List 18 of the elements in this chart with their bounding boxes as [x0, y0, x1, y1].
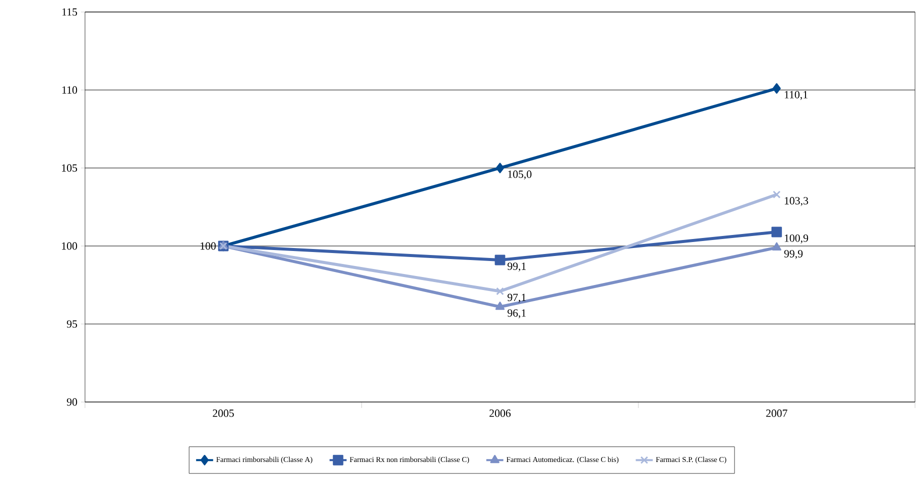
data-label: 100,9: [784, 234, 808, 244]
data-label: 97,1: [508, 294, 526, 303]
data-label: 103,3: [784, 197, 808, 206]
data-label: 99,1: [508, 262, 526, 272]
x-tick-label: 2007: [766, 410, 788, 417]
data-label: 99,9: [784, 250, 803, 260]
x-tick-label: 2006: [490, 410, 511, 417]
data-label: 100: [200, 242, 216, 250]
y-tick-label: 115: [62, 8, 78, 16]
y-tick-label: 100: [62, 242, 78, 250]
y-tick-label: 95: [66, 320, 78, 328]
data-label: 105,0: [508, 170, 532, 180]
data-label: 110,1: [784, 90, 808, 100]
data-label: 96,1: [508, 309, 526, 318]
y-tick-label: 105: [62, 164, 78, 172]
y-tick-label: 110: [62, 86, 78, 94]
x-tick-label: 2005: [212, 410, 234, 417]
y-tick-label: 90: [66, 398, 78, 406]
